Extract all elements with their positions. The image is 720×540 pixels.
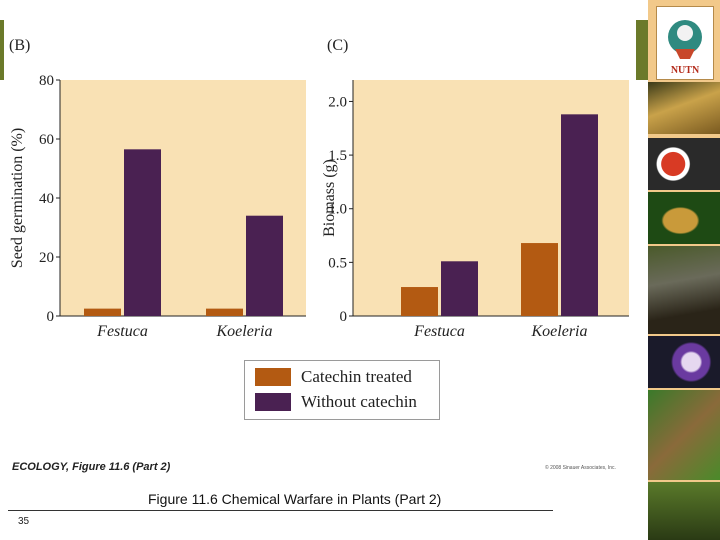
monkey-photo xyxy=(648,246,720,334)
x-tick-label: Festuca xyxy=(96,323,148,340)
snake-photo xyxy=(648,482,720,540)
x-tick-label: Koeleria xyxy=(531,323,588,340)
y-tick-label: 20 xyxy=(39,250,54,266)
y-tick-label: 80 xyxy=(39,73,54,89)
bar-koeleria-catechin xyxy=(521,243,558,316)
chart-panel-c: 0 0.5 1.0 1.5 2.0 Biomass (g) Festuca Koeleria xyxy=(321,80,629,340)
y-tick-label: 40 xyxy=(39,191,54,207)
legend: Catechin treated Without catechin xyxy=(244,360,440,420)
bar-festuca-catechin xyxy=(84,308,121,316)
decorative-sidebar: NUTN xyxy=(648,0,720,540)
y-tick-label: 1.5 xyxy=(328,148,347,164)
y-tick-label: 1.0 xyxy=(328,202,347,218)
legend-label-catechin: Catechin treated xyxy=(301,367,412,386)
y-tick-label: 0 xyxy=(47,309,55,325)
bar-festuca-without xyxy=(124,149,161,316)
page-number: 35 xyxy=(18,516,30,527)
bar-festuca-without xyxy=(441,261,478,316)
legend-item-catechin: Catechin treated xyxy=(255,367,412,387)
orchid-photo xyxy=(648,82,720,134)
legend-item-without: Without catechin xyxy=(255,392,417,412)
y-tick-label: 2.0 xyxy=(328,94,347,110)
y-axis-label-c: Biomass (g) xyxy=(321,159,338,237)
bar-koeleria-catechin xyxy=(206,308,243,316)
legend-label-without: Without catechin xyxy=(301,392,417,411)
figure-caption: Figure 11.6 Chemical Warfare in Plants (… xyxy=(148,491,442,507)
panel-b-label: (B) xyxy=(9,37,31,54)
bar-festuca-catechin xyxy=(401,287,438,316)
panel-c-label: (C) xyxy=(327,37,349,54)
logo-text: NUTN xyxy=(671,65,700,76)
figure-credit: ECOLOGY, Figure 11.6 (Part 2) xyxy=(12,461,170,473)
university-logo: NUTN xyxy=(656,6,714,80)
credit-text: ECOLOGY, Figure 11.6 (Part 2) xyxy=(12,461,171,473)
x-tick-label: Koeleria xyxy=(216,323,273,340)
right-accent-bar xyxy=(636,20,648,80)
copyright-text: © 2008 Sinauer Associates, Inc. xyxy=(545,465,616,471)
bar-koeleria-without xyxy=(561,114,598,316)
chart-panel-b: 0 20 40 60 80 Seed germination (%) Festuca Koel… xyxy=(9,73,306,340)
y-tick-label: 60 xyxy=(39,132,54,148)
legend-swatch-catechin xyxy=(255,368,291,386)
x-tick-label: Festuca xyxy=(413,323,465,340)
legend-swatch-without xyxy=(255,393,291,411)
frog-green-photo xyxy=(648,192,720,244)
y-axis-label-b: Seed germination (%) xyxy=(9,128,26,268)
footer-rule xyxy=(8,510,553,511)
y-tick-label: 0.5 xyxy=(328,255,347,271)
frog-red-photo xyxy=(648,138,720,190)
lizard-photo xyxy=(648,390,720,480)
bar-koeleria-without xyxy=(246,215,283,316)
left-accent-bar xyxy=(0,20,4,80)
octopus-photo xyxy=(648,336,720,388)
y-tick-label: 0 xyxy=(340,309,348,325)
logo-emblem-icon: NUTN xyxy=(668,20,702,76)
